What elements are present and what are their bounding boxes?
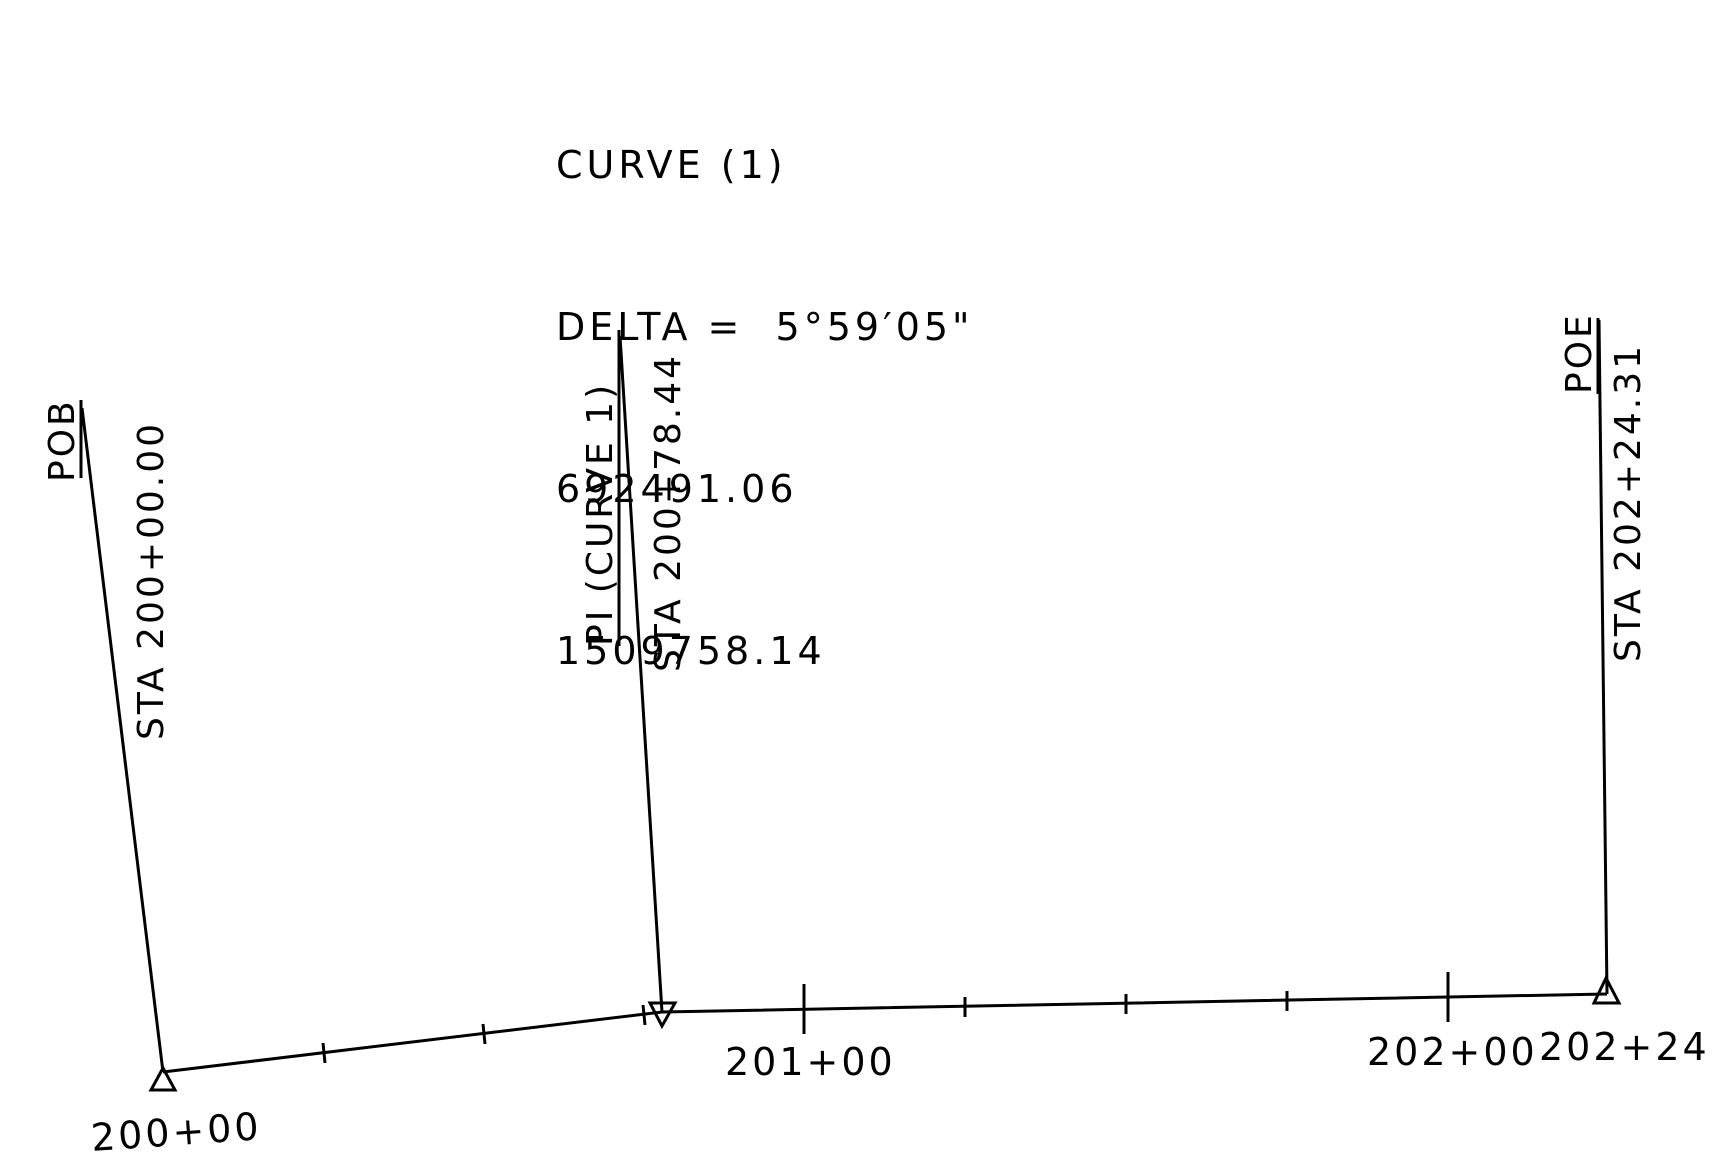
poe-leader-line xyxy=(1599,320,1607,994)
station-label-200: 200+00 xyxy=(90,1104,263,1160)
tick-minor xyxy=(483,1024,485,1044)
station-label-201: 201+00 xyxy=(725,1040,896,1084)
tick-minor xyxy=(643,1005,645,1025)
pob-name-label: POB xyxy=(42,398,83,482)
tick-minor xyxy=(323,1043,325,1063)
station-label-202-24: 202+24 xyxy=(1539,1025,1710,1069)
pi-station-label: STA 200+78.44 xyxy=(648,353,689,672)
pi-name-label: PI (CURVE 1) xyxy=(580,382,621,646)
poe-station-label: STA 202+24.31 xyxy=(1608,343,1649,662)
poe-name-label: POE xyxy=(1559,312,1600,394)
station-label-202: 202+00 xyxy=(1367,1030,1538,1074)
pob-station-label: STA 200+00.00 xyxy=(131,421,172,740)
